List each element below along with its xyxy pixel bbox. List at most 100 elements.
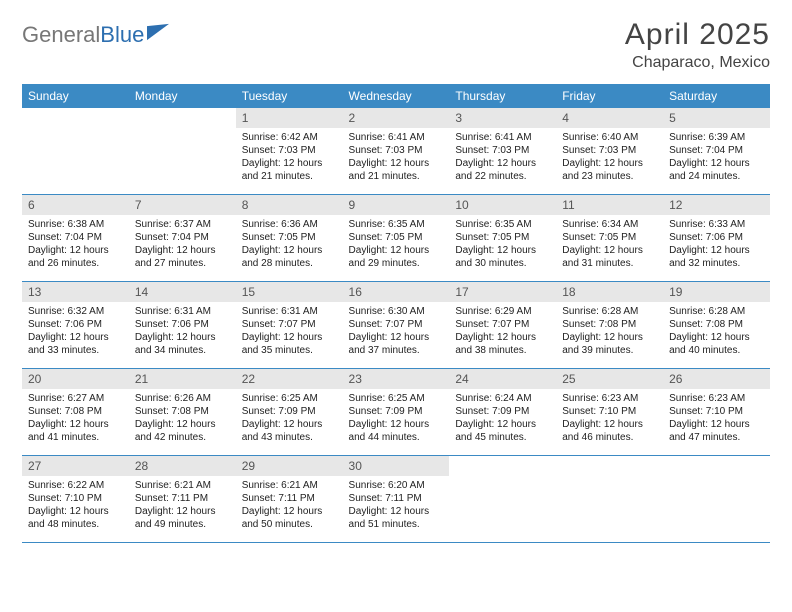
daylight-text-2: and 23 minutes. [562, 170, 657, 183]
sunrise-text: Sunrise: 6:23 AM [669, 392, 764, 405]
sunrise-text: Sunrise: 6:23 AM [562, 392, 657, 405]
column-header-sunday: Sunday [22, 84, 129, 108]
day-details: Sunrise: 6:21 AMSunset: 7:11 PMDaylight:… [236, 476, 343, 534]
day-details: Sunrise: 6:21 AMSunset: 7:11 PMDaylight:… [129, 476, 236, 534]
sunrise-text: Sunrise: 6:33 AM [669, 218, 764, 231]
calendar-day-29: 29Sunrise: 6:21 AMSunset: 7:11 PMDayligh… [236, 456, 343, 543]
day-number: 28 [129, 456, 236, 476]
day-number: 16 [343, 282, 450, 302]
calendar-week-row: 6Sunrise: 6:38 AMSunset: 7:04 PMDaylight… [22, 195, 770, 282]
calendar-day-17: 17Sunrise: 6:29 AMSunset: 7:07 PMDayligh… [449, 282, 556, 369]
day-details: Sunrise: 6:28 AMSunset: 7:08 PMDaylight:… [663, 302, 770, 360]
day-details: Sunrise: 6:23 AMSunset: 7:10 PMDaylight:… [663, 389, 770, 447]
calendar-day-19: 19Sunrise: 6:28 AMSunset: 7:08 PMDayligh… [663, 282, 770, 369]
calendar-day-11: 11Sunrise: 6:34 AMSunset: 7:05 PMDayligh… [556, 195, 663, 282]
day-number: 6 [22, 195, 129, 215]
day-number: 23 [343, 369, 450, 389]
day-details: Sunrise: 6:39 AMSunset: 7:04 PMDaylight:… [663, 128, 770, 186]
sunset-text: Sunset: 7:04 PM [28, 231, 123, 244]
sunrise-text: Sunrise: 6:35 AM [455, 218, 550, 231]
daylight-text-2: and 31 minutes. [562, 257, 657, 270]
location-label: Chaparaco, Mexico [625, 54, 770, 72]
daylight-text-1: Daylight: 12 hours [28, 244, 123, 257]
day-number: 2 [343, 108, 450, 128]
daylight-text-1: Daylight: 12 hours [135, 244, 230, 257]
calendar-day-empty [22, 108, 129, 195]
daylight-text-2: and 34 minutes. [135, 344, 230, 357]
daylight-text-1: Daylight: 12 hours [242, 244, 337, 257]
day-details: Sunrise: 6:42 AMSunset: 7:03 PMDaylight:… [236, 128, 343, 186]
day-details [449, 462, 556, 468]
sunrise-text: Sunrise: 6:20 AM [349, 479, 444, 492]
title-block: April 2025 Chaparaco, Mexico [625, 18, 770, 72]
sunset-text: Sunset: 7:08 PM [135, 405, 230, 418]
sunrise-text: Sunrise: 6:21 AM [135, 479, 230, 492]
calendar-day-empty [129, 108, 236, 195]
day-details: Sunrise: 6:25 AMSunset: 7:09 PMDaylight:… [343, 389, 450, 447]
day-number: 3 [449, 108, 556, 128]
daylight-text-2: and 30 minutes. [455, 257, 550, 270]
calendar-week-row: 27Sunrise: 6:22 AMSunset: 7:10 PMDayligh… [22, 456, 770, 543]
sunrise-text: Sunrise: 6:30 AM [349, 305, 444, 318]
daylight-text-1: Daylight: 12 hours [669, 157, 764, 170]
day-details: Sunrise: 6:22 AMSunset: 7:10 PMDaylight:… [22, 476, 129, 534]
daylight-text-1: Daylight: 12 hours [562, 331, 657, 344]
day-details [22, 114, 129, 120]
day-details: Sunrise: 6:31 AMSunset: 7:07 PMDaylight:… [236, 302, 343, 360]
sunrise-text: Sunrise: 6:36 AM [242, 218, 337, 231]
day-details: Sunrise: 6:29 AMSunset: 7:07 PMDaylight:… [449, 302, 556, 360]
daylight-text-1: Daylight: 12 hours [562, 418, 657, 431]
daylight-text-2: and 40 minutes. [669, 344, 764, 357]
calendar-day-23: 23Sunrise: 6:25 AMSunset: 7:09 PMDayligh… [343, 369, 450, 456]
day-details: Sunrise: 6:33 AMSunset: 7:06 PMDaylight:… [663, 215, 770, 273]
logo-triangle-icon [147, 24, 169, 40]
calendar-day-8: 8Sunrise: 6:36 AMSunset: 7:05 PMDaylight… [236, 195, 343, 282]
day-number: 1 [236, 108, 343, 128]
daylight-text-1: Daylight: 12 hours [455, 157, 550, 170]
sunrise-text: Sunrise: 6:34 AM [562, 218, 657, 231]
column-header-wednesday: Wednesday [343, 84, 450, 108]
day-number: 13 [22, 282, 129, 302]
daylight-text-1: Daylight: 12 hours [669, 244, 764, 257]
day-number: 21 [129, 369, 236, 389]
day-details: Sunrise: 6:40 AMSunset: 7:03 PMDaylight:… [556, 128, 663, 186]
daylight-text-2: and 21 minutes. [349, 170, 444, 183]
sunset-text: Sunset: 7:07 PM [455, 318, 550, 331]
daylight-text-2: and 47 minutes. [669, 431, 764, 444]
daylight-text-1: Daylight: 12 hours [455, 244, 550, 257]
sunset-text: Sunset: 7:11 PM [242, 492, 337, 505]
day-details: Sunrise: 6:41 AMSunset: 7:03 PMDaylight:… [343, 128, 450, 186]
daylight-text-2: and 22 minutes. [455, 170, 550, 183]
daylight-text-2: and 41 minutes. [28, 431, 123, 444]
sunrise-text: Sunrise: 6:37 AM [135, 218, 230, 231]
daylight-text-2: and 28 minutes. [242, 257, 337, 270]
day-number: 27 [22, 456, 129, 476]
daylight-text-2: and 46 minutes. [562, 431, 657, 444]
daylight-text-2: and 21 minutes. [242, 170, 337, 183]
daylight-text-1: Daylight: 12 hours [28, 505, 123, 518]
daylight-text-2: and 49 minutes. [135, 518, 230, 531]
daylight-text-1: Daylight: 12 hours [349, 244, 444, 257]
daylight-text-1: Daylight: 12 hours [242, 157, 337, 170]
sunrise-text: Sunrise: 6:25 AM [349, 392, 444, 405]
daylight-text-1: Daylight: 12 hours [28, 331, 123, 344]
daylight-text-2: and 29 minutes. [349, 257, 444, 270]
day-details: Sunrise: 6:31 AMSunset: 7:06 PMDaylight:… [129, 302, 236, 360]
day-details: Sunrise: 6:25 AMSunset: 7:09 PMDaylight:… [236, 389, 343, 447]
sunset-text: Sunset: 7:06 PM [28, 318, 123, 331]
column-header-tuesday: Tuesday [236, 84, 343, 108]
day-details: Sunrise: 6:36 AMSunset: 7:05 PMDaylight:… [236, 215, 343, 273]
sunset-text: Sunset: 7:04 PM [135, 231, 230, 244]
day-number: 5 [663, 108, 770, 128]
day-number: 30 [343, 456, 450, 476]
daylight-text-2: and 39 minutes. [562, 344, 657, 357]
sunset-text: Sunset: 7:08 PM [562, 318, 657, 331]
day-number: 25 [556, 369, 663, 389]
sunset-text: Sunset: 7:03 PM [349, 144, 444, 157]
column-header-saturday: Saturday [663, 84, 770, 108]
sunset-text: Sunset: 7:09 PM [242, 405, 337, 418]
sunrise-text: Sunrise: 6:41 AM [455, 131, 550, 144]
day-number: 10 [449, 195, 556, 215]
day-number: 14 [129, 282, 236, 302]
daylight-text-1: Daylight: 12 hours [669, 331, 764, 344]
